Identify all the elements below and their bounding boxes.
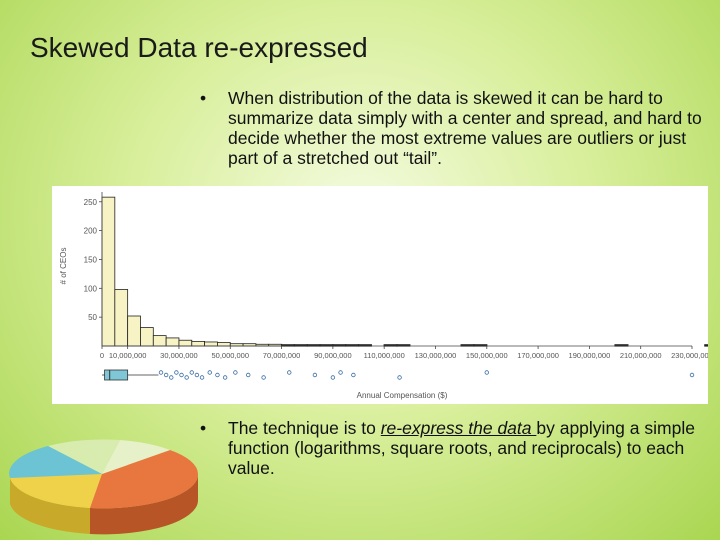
x-tick-label: 130,000,000	[415, 351, 457, 360]
boxplot-outlier	[199, 375, 205, 380]
histogram-svg: 50 100 150 200 250 0 10,000,000 30,000,000 50,00…	[59, 192, 708, 400]
histogram-bar	[217, 342, 231, 347]
bullet-2-emphasis: re-express the data	[380, 418, 537, 438]
pie-slice-blue	[9, 446, 102, 478]
histogram-bar	[101, 196, 116, 347]
x-tick-label: 50,000,000	[211, 351, 249, 360]
bullet-1-text: When distribution of the data is skewed …	[228, 88, 702, 168]
histogram-chart: 50 100 150 200 250 0 10,000,000 30,000,000 50,00…	[52, 186, 708, 404]
y-axis-label: # of CEOs	[59, 248, 68, 285]
histogram-bar	[165, 337, 180, 347]
bullet-2-text: The technique is to re-express the data …	[228, 418, 705, 478]
boxplot-outlier	[194, 372, 200, 378]
y-tick-label: 150	[84, 255, 98, 264]
bullet-marker: •	[200, 88, 207, 108]
histogram-bar	[704, 344, 708, 347]
boxplot-outlier	[246, 372, 251, 378]
bullet-2: • The technique is to re-express the dat…	[200, 418, 705, 478]
x-tick-label: 30,000,000	[160, 351, 198, 360]
boxplot-outlier	[312, 372, 318, 378]
boxplot-outlier	[163, 372, 169, 378]
slide-title: Skewed Data re-expressed	[30, 32, 368, 63]
x-tick-label: 0	[100, 351, 104, 360]
boxplot-box	[104, 369, 129, 381]
boxplot-outlier	[215, 372, 220, 378]
boxplot-outlier	[397, 375, 402, 380]
pie-chart-graphic	[9, 439, 199, 535]
boxplot-outlier	[222, 375, 228, 380]
x-tick-label: 150,000,000	[466, 351, 508, 360]
boxplot-outlier	[184, 375, 189, 380]
histogram-bar	[127, 315, 141, 347]
bullet-marker: •	[200, 418, 207, 438]
y-tick-label: 100	[84, 284, 98, 293]
pie-slice-orange	[90, 450, 199, 509]
x-tick-label: 230,000,000	[671, 351, 708, 360]
histogram-bar	[178, 339, 193, 347]
boxplot-outlier	[207, 370, 212, 375]
boxplot-outlier	[338, 370, 343, 375]
x-tick-label: 10,000,000	[109, 351, 147, 360]
pie-slice-light	[102, 440, 170, 474]
bullet-1: • When distribution of the data is skewe…	[200, 88, 705, 168]
boxplot-outlier	[169, 375, 174, 380]
boxplot-outlier	[484, 370, 489, 375]
boxplot-outlier	[330, 375, 336, 380]
pie-slice-yellow	[10, 474, 102, 508]
y-tick-label: 250	[84, 198, 98, 207]
pie-slice-pale	[48, 439, 120, 474]
x-tick-label: 210,000,000	[620, 351, 662, 360]
x-axis-label: Annual Compensation ($)	[357, 391, 448, 400]
boxplot-outlier	[287, 370, 292, 375]
boxplot-outlier	[261, 375, 266, 380]
histogram-bar	[191, 340, 206, 347]
histogram-bar	[114, 289, 129, 347]
pie-side-yellow	[10, 478, 90, 534]
bullet-2-rest: by applying a simple function (logarithm…	[228, 418, 695, 478]
histogram-bar	[204, 341, 218, 347]
x-tick-label: 90,000,000	[314, 351, 352, 360]
x-tick-label: 170,000,000	[517, 351, 559, 360]
boxplot-outlier	[351, 372, 356, 378]
x-tick-label: 70,000,000	[263, 351, 301, 360]
x-tick-label: 190,000,000	[569, 351, 611, 360]
histogram-bar	[152, 335, 167, 347]
pie-side-orange	[90, 474, 199, 535]
boxplot-outlier	[179, 372, 184, 378]
boxplot-outlier	[158, 370, 164, 375]
boxplot-outlier	[189, 370, 194, 375]
boxplot-outlier	[689, 372, 695, 378]
y-tick-label: 200	[84, 227, 98, 236]
boxplot-outlier	[233, 370, 238, 375]
x-tick-label: 110,000,000	[364, 351, 405, 360]
boxplot-outlier	[174, 370, 179, 375]
bullet-2-intro: The technique is to	[228, 418, 381, 438]
y-tick-label: 50	[88, 313, 97, 322]
histogram-bar	[140, 327, 154, 347]
